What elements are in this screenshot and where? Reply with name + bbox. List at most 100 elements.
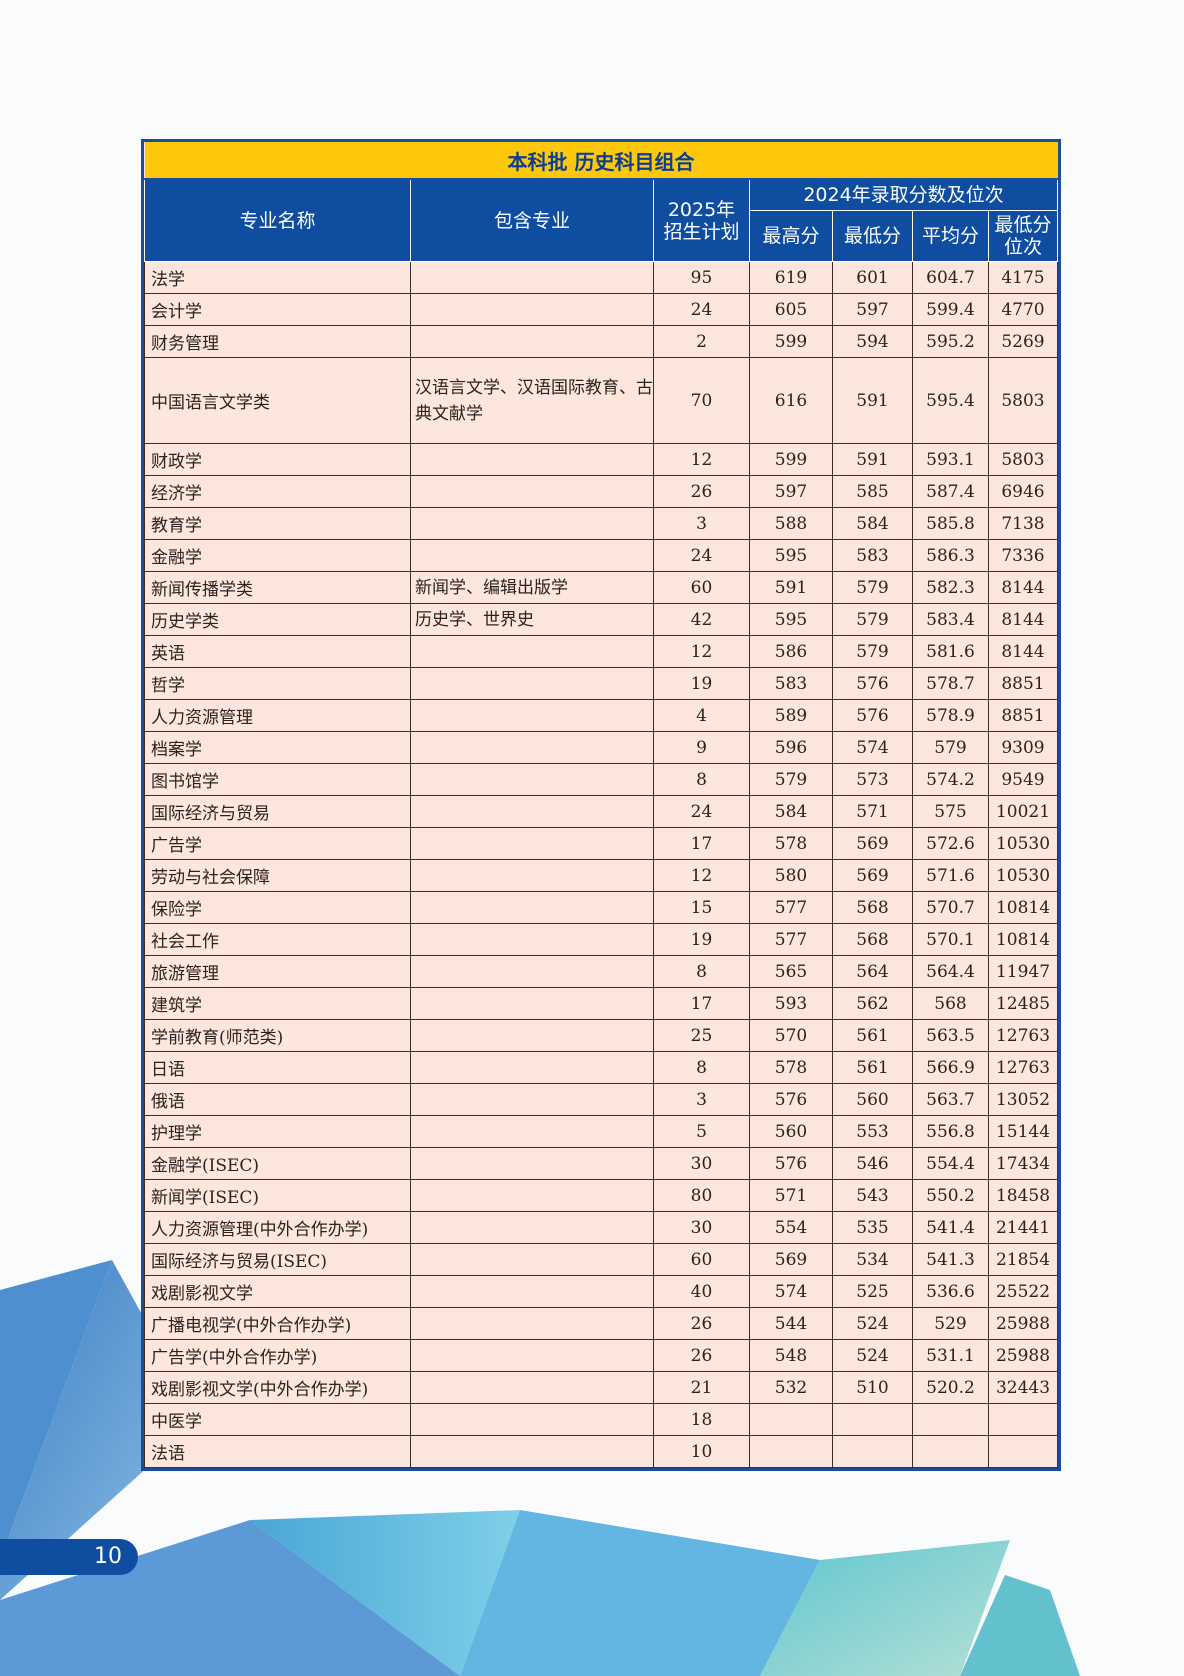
cell-min-rank: [988, 1435, 1058, 1468]
cell-min: 569: [832, 859, 913, 892]
cell-avg: 599.4: [912, 293, 989, 326]
cell-includes: [410, 1211, 654, 1244]
cell-max: 597: [749, 475, 833, 508]
cell-max: 591: [749, 571, 833, 604]
cell-avg: 554.4: [912, 1147, 989, 1180]
cell-max: 554: [749, 1211, 833, 1244]
cell-major: 金融学(ISEC): [144, 1147, 411, 1180]
cell-major: 哲学: [144, 667, 411, 700]
cell-min-rank: 17434: [988, 1147, 1058, 1180]
cell-includes: [410, 1083, 654, 1116]
cell-avg: 529: [912, 1307, 989, 1340]
table-row: 会计学 24 605 597 599.4 4770: [144, 293, 1058, 326]
cell-plan: 40: [653, 1275, 750, 1308]
cell-min: 601: [832, 261, 913, 294]
cell-max: 579: [749, 763, 833, 796]
cell-min-rank: 25988: [988, 1307, 1058, 1340]
cell-avg: 595.2: [912, 325, 989, 358]
table-row: 学前教育(师范类) 25 570 561 563.5 12763: [144, 1019, 1058, 1052]
header-includes: 包含专业: [410, 178, 654, 262]
cell-min-rank: 8144: [988, 603, 1058, 636]
cell-avg: 579: [912, 731, 989, 764]
cell-includes: [410, 1307, 654, 1340]
cell-min: 524: [832, 1339, 913, 1372]
cell-min: 564: [832, 955, 913, 988]
cell-min: 510: [832, 1371, 913, 1404]
cell-major: 戏剧影视文学(中外合作办学): [144, 1371, 411, 1404]
cell-avg: 572.6: [912, 827, 989, 860]
cell-avg: 583.4: [912, 603, 989, 636]
cell-min: 543: [832, 1179, 913, 1212]
table-row: 法语 10: [144, 1435, 1058, 1468]
cell-avg: 563.5: [912, 1019, 989, 1052]
cell-min-rank: 21441: [988, 1211, 1058, 1244]
cell-major: 广播电视学(中外合作办学): [144, 1307, 411, 1340]
cell-includes: [410, 1115, 654, 1148]
cell-max: 578: [749, 1051, 833, 1084]
cell-plan: 4: [653, 699, 750, 732]
cell-min: 568: [832, 891, 913, 924]
cell-max: 577: [749, 923, 833, 956]
cell-min-rank: 18458: [988, 1179, 1058, 1212]
cell-plan: 18: [653, 1403, 750, 1436]
cell-min: 561: [832, 1019, 913, 1052]
cell-max: 571: [749, 1179, 833, 1212]
cell-includes: [410, 1179, 654, 1212]
table-row: 图书馆学 8 579 573 574.2 9549: [144, 763, 1058, 796]
table-row: 旅游管理 8 565 564 564.4 11947: [144, 955, 1058, 988]
table-row: 新闻传播学类 新闻学、编辑出版学 60 591 579 582.3 8144: [144, 571, 1058, 604]
table-row: 劳动与社会保障 12 580 569 571.6 10530: [144, 859, 1058, 892]
cell-max: [749, 1435, 833, 1468]
table-row: 中国语言文学类 汉语言文学、汉语国际教育、古典文献学 70 616 591 595.4 58…: [144, 357, 1058, 444]
table-row: 广播电视学(中外合作办学) 26 544 524 529 25988: [144, 1307, 1058, 1340]
table-row: 人力资源管理 4 589 576 578.9 8851: [144, 699, 1058, 732]
table-row: 金融学(ISEC) 30 576 546 554.4 17434: [144, 1147, 1058, 1180]
cell-plan: 24: [653, 539, 750, 572]
cell-major: 护理学: [144, 1115, 411, 1148]
table-row: 戏剧影视文学(中外合作办学) 21 532 510 520.2 32443: [144, 1371, 1058, 1404]
cell-plan: 60: [653, 571, 750, 604]
table-row: 日语 8 578 561 566.9 12763: [144, 1051, 1058, 1084]
cell-major: 法学: [144, 261, 411, 294]
cell-avg: 571.6: [912, 859, 989, 892]
cell-avg: 581.6: [912, 635, 989, 668]
header-score-group: 2024年录取分数及位次: [749, 178, 1058, 211]
cell-min-rank: 9309: [988, 731, 1058, 764]
cell-min-rank: 10530: [988, 859, 1058, 892]
cell-major: 人力资源管理: [144, 699, 411, 732]
cell-min: 562: [832, 987, 913, 1020]
cell-plan: 8: [653, 955, 750, 988]
cell-major: 日语: [144, 1051, 411, 1084]
cell-min-rank: 21854: [988, 1243, 1058, 1276]
cell-includes: [410, 987, 654, 1020]
cell-plan: 24: [653, 795, 750, 828]
cell-includes: [410, 507, 654, 540]
polygon: [960, 1575, 1080, 1676]
admission-table: 本科批 历史科目组合 专业名称 包含专业 2025年招生计划 2024年录取分数…: [141, 139, 1061, 1471]
cell-includes: [410, 699, 654, 732]
cell-plan: 42: [653, 603, 750, 636]
cell-avg: 563.7: [912, 1083, 989, 1116]
cell-plan: 12: [653, 859, 750, 892]
polygon: [0, 1520, 460, 1676]
cell-max: 595: [749, 603, 833, 636]
cell-avg: 586.3: [912, 539, 989, 572]
table-row: 哲学 19 583 576 578.7 8851: [144, 667, 1058, 700]
cell-min: 579: [832, 635, 913, 668]
cell-major: 保险学: [144, 891, 411, 924]
cell-includes: [410, 955, 654, 988]
table-row: 金融学 24 595 583 586.3 7336: [144, 539, 1058, 572]
cell-plan: 95: [653, 261, 750, 294]
cell-plan: 17: [653, 827, 750, 860]
table-body: 法学 95 619 601 604.7 4175 会计学 24 605 597 599.4 4770 财…: [144, 261, 1058, 1468]
cell-min: 568: [832, 923, 913, 956]
cell-min-rank: 7336: [988, 539, 1058, 572]
cell-avg: 585.8: [912, 507, 989, 540]
cell-min-rank: 12763: [988, 1019, 1058, 1052]
table-row: 护理学 5 560 553 556.8 15144: [144, 1115, 1058, 1148]
cell-max: 589: [749, 699, 833, 732]
cell-max: 580: [749, 859, 833, 892]
cell-max: 560: [749, 1115, 833, 1148]
cell-min-rank: 15144: [988, 1115, 1058, 1148]
